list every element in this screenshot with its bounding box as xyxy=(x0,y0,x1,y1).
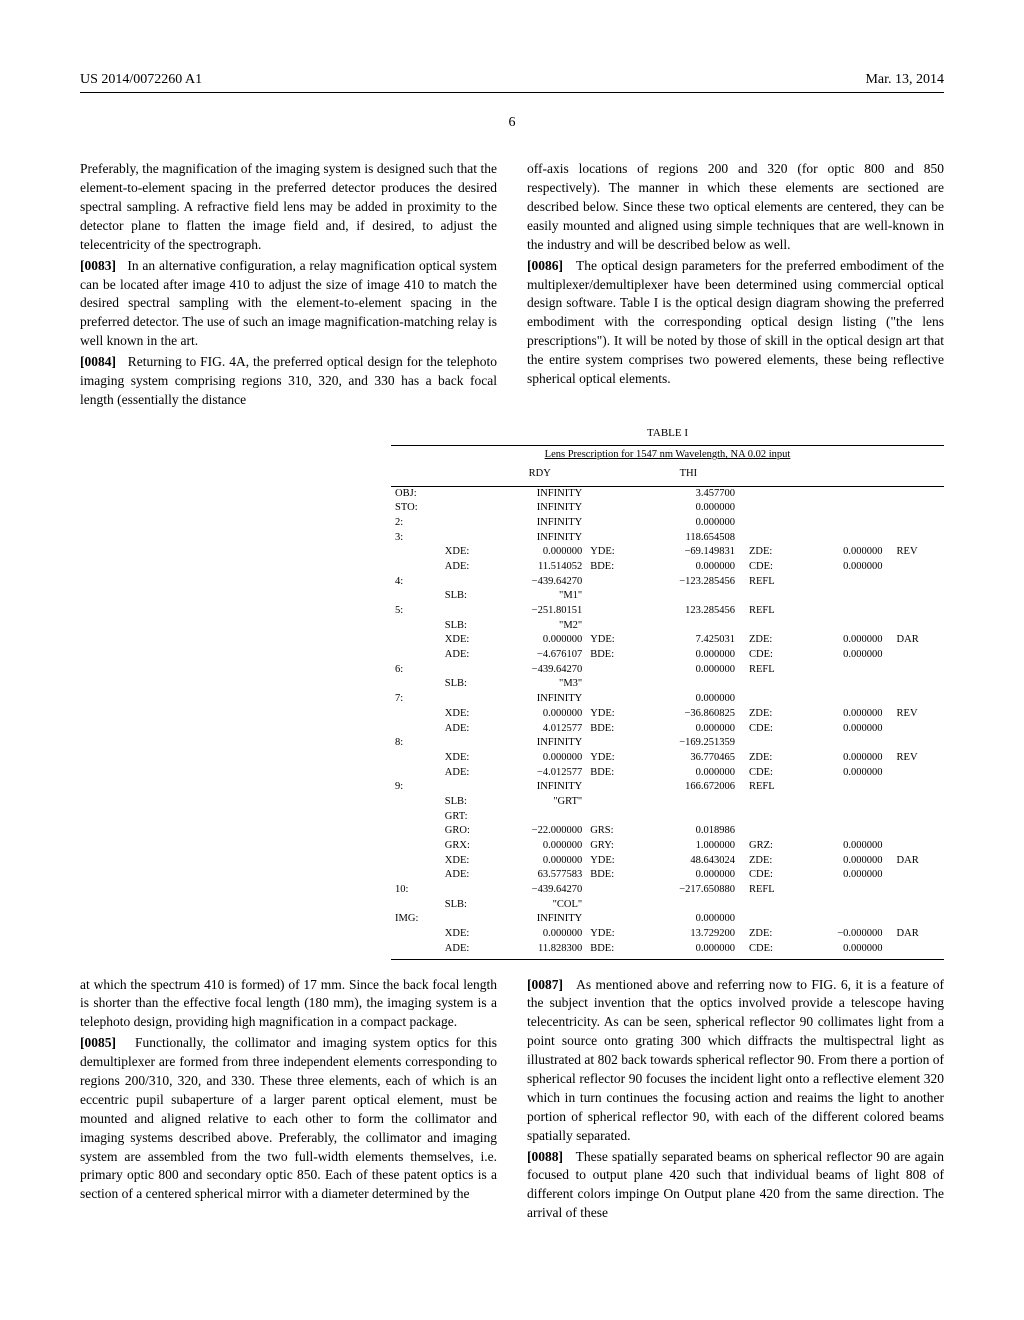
table-row: GRX:0.000000GRY:1.000000GRZ:0.000000 xyxy=(391,839,944,854)
paragraph-after-table: at which the spectrum 410 is formed) of … xyxy=(80,976,497,1033)
para-text-0085: Functionally, the collimator and imaging… xyxy=(80,1035,497,1201)
paragraph-0085: [0085] Functionally, the collimator and … xyxy=(80,1034,497,1204)
para-text-0088: These spatially separated beams on spher… xyxy=(527,1149,944,1221)
table-row: 2:INFINITY0.000000 xyxy=(391,516,944,531)
table-row: SLB:"M2" xyxy=(391,619,944,634)
col-header-rdy: RDY xyxy=(493,467,586,486)
table-row: ADE:63.577583BDE:0.000000CDE:0.000000 xyxy=(391,868,944,883)
para-num-0088: [0088] xyxy=(527,1149,563,1164)
col-header-thi: THI xyxy=(638,467,739,486)
table-row: XDE:0.000000YDE:13.729200ZDE:−0.000000DA… xyxy=(391,927,944,942)
table-row: 10:−439.64270−217.650880REFL xyxy=(391,883,944,898)
table-row: SLB:"M3" xyxy=(391,677,944,692)
table-row: ADE:11.828300BDE:0.000000CDE:0.000000 xyxy=(391,942,944,957)
table-row: XDE:0.000000YDE:−69.149831ZDE:0.000000RE… xyxy=(391,545,944,560)
table-subtitle: Lens Prescription for 1547 nm Wavelength… xyxy=(391,448,944,463)
page-header: US 2014/0072260 A1 Mar. 13, 2014 xyxy=(80,70,944,93)
table-1-container: TABLE I Lens Prescription for 1547 nm Wa… xyxy=(80,426,944,960)
table-row: XDE:0.000000YDE:36.770465ZDE:0.000000REV xyxy=(391,751,944,766)
table-row: ADE:−4.676107BDE:0.000000CDE:0.000000 xyxy=(391,648,944,663)
paragraph-0083: [0083] In an alternative configuration, … xyxy=(80,257,497,351)
table-row: 6:−439.642700.000000REFL xyxy=(391,663,944,678)
table-row: 4:−439.64270−123.285456REFL xyxy=(391,575,944,590)
paragraph-0086: [0086] The optical design parameters for… xyxy=(527,257,944,389)
para-num-0085: [0085] xyxy=(80,1035,116,1050)
para-num-0084: [0084] xyxy=(80,354,116,369)
table-row: SLB:"GRT" xyxy=(391,795,944,810)
table-row: ADE:11.514052BDE:0.000000CDE:0.000000 xyxy=(391,560,944,575)
table-row: IMG:INFINITY0.000000 xyxy=(391,912,944,927)
pub-number: US 2014/0072260 A1 xyxy=(80,70,202,90)
table-title: TABLE I xyxy=(391,426,944,441)
table-row: SLB:"M1" xyxy=(391,589,944,604)
table-row: ADE:−4.012577BDE:0.000000CDE:0.000000 xyxy=(391,766,944,781)
table-row: XDE:0.000000YDE:48.643024ZDE:0.000000DAR xyxy=(391,854,944,869)
para-text-0083: In an alternative configuration, a relay… xyxy=(80,258,497,349)
para-num-0086: [0086] xyxy=(527,258,563,273)
table-row: GRT: xyxy=(391,810,944,825)
paragraph-pre: Preferably, the magnification of the ima… xyxy=(80,160,497,254)
table-row: GRO:−22.000000GRS:0.018986 xyxy=(391,824,944,839)
para-text-0084: Returning to FIG. 4A, the preferred opti… xyxy=(80,354,497,407)
table-row: 9:INFINITY166.672006REFL xyxy=(391,780,944,795)
para-text-0086: The optical design parameters for the pr… xyxy=(527,258,944,386)
table-row: XDE:0.000000YDE:7.425031ZDE:0.000000DAR xyxy=(391,633,944,648)
table-row: 3:INFINITY118.654508 xyxy=(391,531,944,546)
paragraph-col2-top: off-axis locations of regions 200 and 32… xyxy=(527,160,944,254)
table-row: OBJ:INFINITY3.457700 xyxy=(391,486,944,501)
paragraph-0084: [0084] Returning to FIG. 4A, the preferr… xyxy=(80,353,497,410)
paragraph-0087: [0087] As mentioned above and referring … xyxy=(527,976,944,1146)
para-num-0083: [0083] xyxy=(80,258,116,273)
para-text-0087: As mentioned above and referring now to … xyxy=(527,977,944,1143)
lens-prescription-table: RDY THI OBJ:INFINITY3.457700STO:INFINITY… xyxy=(391,467,944,957)
table-row: 5:−251.80151123.285456REFL xyxy=(391,604,944,619)
table-row: 8:INFINITY−169.251359 xyxy=(391,736,944,751)
body-columns: Preferably, the magnification of the ima… xyxy=(80,160,944,1223)
table-row: XDE:0.000000YDE:−36.860825ZDE:0.000000RE… xyxy=(391,707,944,722)
table-row: 7:INFINITY0.000000 xyxy=(391,692,944,707)
page-number: 6 xyxy=(80,113,944,133)
para-num-0087: [0087] xyxy=(527,977,563,992)
table-row: ADE:4.012577BDE:0.000000CDE:0.000000 xyxy=(391,722,944,737)
table-row: SLB:"COL" xyxy=(391,898,944,913)
pub-date: Mar. 13, 2014 xyxy=(865,70,944,90)
table-row: STO:INFINITY0.000000 xyxy=(391,501,944,516)
paragraph-0088: [0088] These spatially separated beams o… xyxy=(527,1148,944,1224)
